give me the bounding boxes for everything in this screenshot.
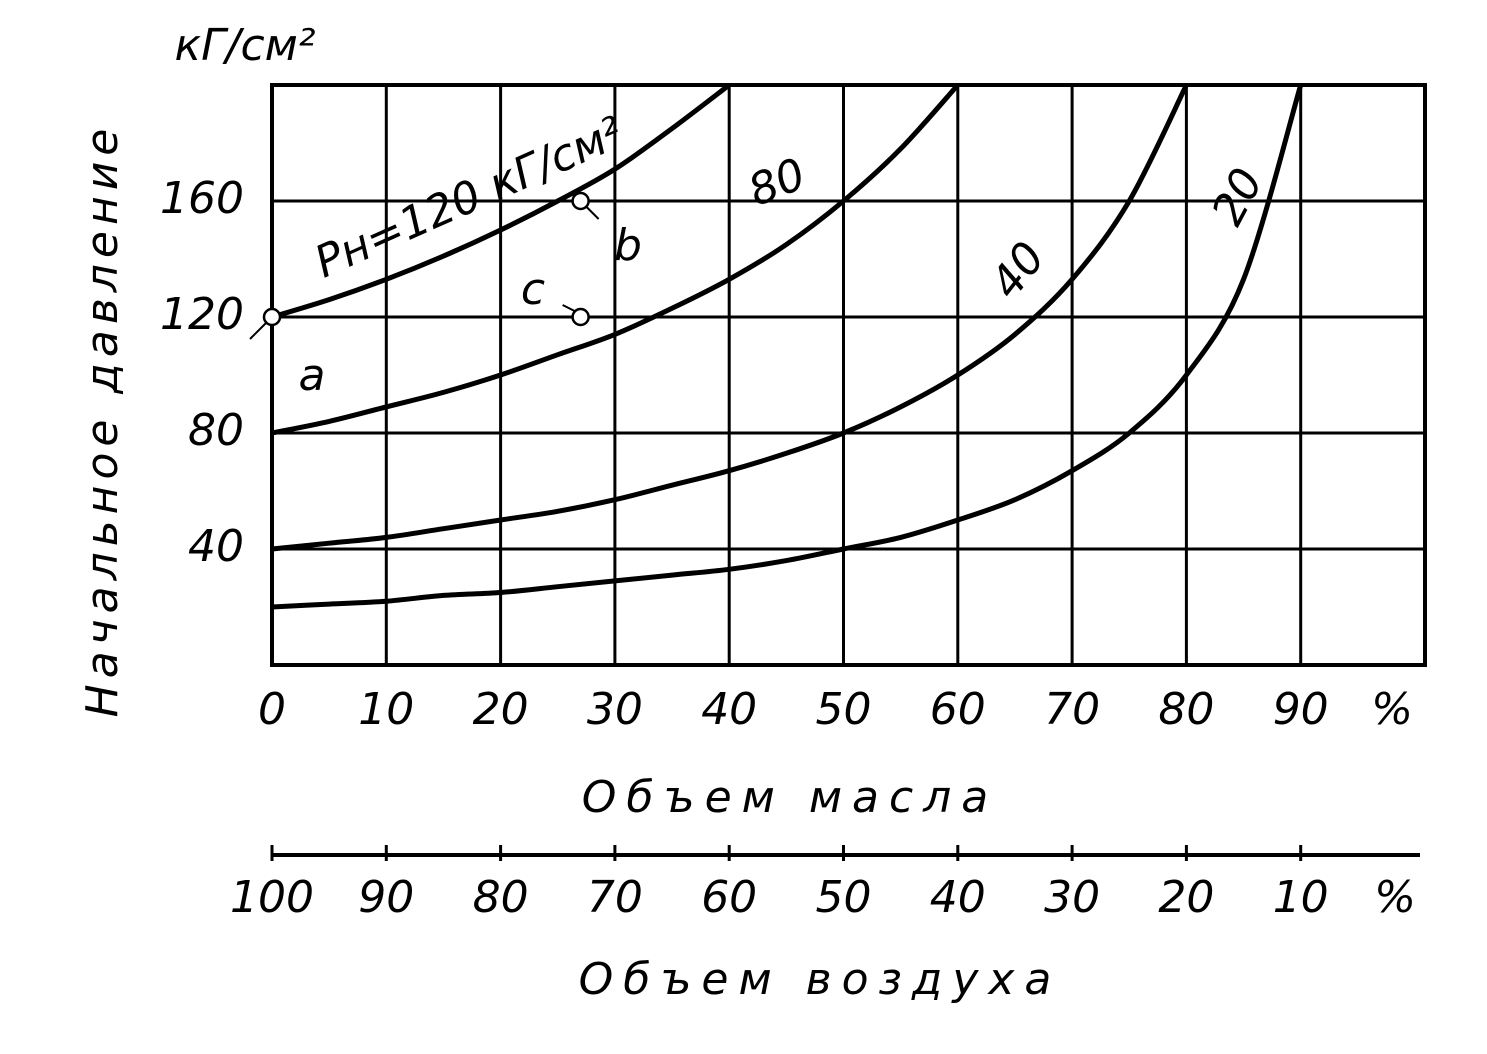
curve [271, 83, 1189, 552]
leader-line [562, 304, 576, 312]
x-tick-label: 70 [1044, 684, 1100, 735]
curve-label: 40 [981, 233, 1056, 309]
y-tick-label: 80 [188, 405, 244, 456]
x-tick-label: 10 [358, 684, 414, 735]
point-marker [571, 307, 590, 327]
x-tick-label: 90 [1273, 684, 1329, 735]
x2-tick-label: 20 [1158, 872, 1214, 923]
leader-line [585, 206, 600, 220]
plot-frame [270, 83, 1427, 667]
point-label: b [614, 220, 642, 271]
x-axis-label: Объем масла [582, 772, 999, 823]
x2-tick-label: 10 [1273, 872, 1329, 923]
point-marker [262, 307, 282, 327]
curve [271, 83, 960, 436]
point-marker [571, 191, 590, 211]
y-axis-label: Начальное давление [77, 123, 128, 718]
x2-tick-label: 80 [473, 872, 529, 923]
x-tick-label: 30 [587, 684, 643, 735]
x2-unit: % [1374, 872, 1416, 923]
x2-tick-label: 100 [230, 872, 314, 923]
x2-tick-label: 90 [358, 872, 414, 923]
x2-tick-label: 60 [701, 872, 757, 923]
curve [271, 84, 1304, 610]
x2-axis-label: Объем воздуха [579, 954, 1062, 1005]
point-label: c [521, 264, 545, 315]
x-unit: % [1371, 684, 1413, 735]
x-tick-label: 60 [930, 684, 986, 735]
x-tick-label: 40 [701, 684, 757, 735]
curve [271, 83, 731, 320]
x2-tick-label: 40 [930, 872, 986, 923]
curve-label: 80 [742, 149, 813, 217]
y-unit: кГ/см² [175, 20, 316, 71]
y-tick-label: 40 [188, 521, 244, 572]
x2-tick-label: 70 [587, 872, 643, 923]
x-tick-label: 80 [1158, 684, 1214, 735]
x-tick-label: 0 [258, 684, 286, 735]
x2-tick-label: 30 [1044, 872, 1100, 923]
x-tick-label: 20 [473, 684, 529, 735]
x-tick-label: 50 [816, 684, 872, 735]
x2-tick-label: 50 [816, 872, 872, 923]
point-label: a [299, 350, 326, 401]
y-tick-label: 160 [160, 173, 244, 224]
leader-line [249, 322, 267, 340]
y-tick-label: 120 [160, 289, 244, 340]
